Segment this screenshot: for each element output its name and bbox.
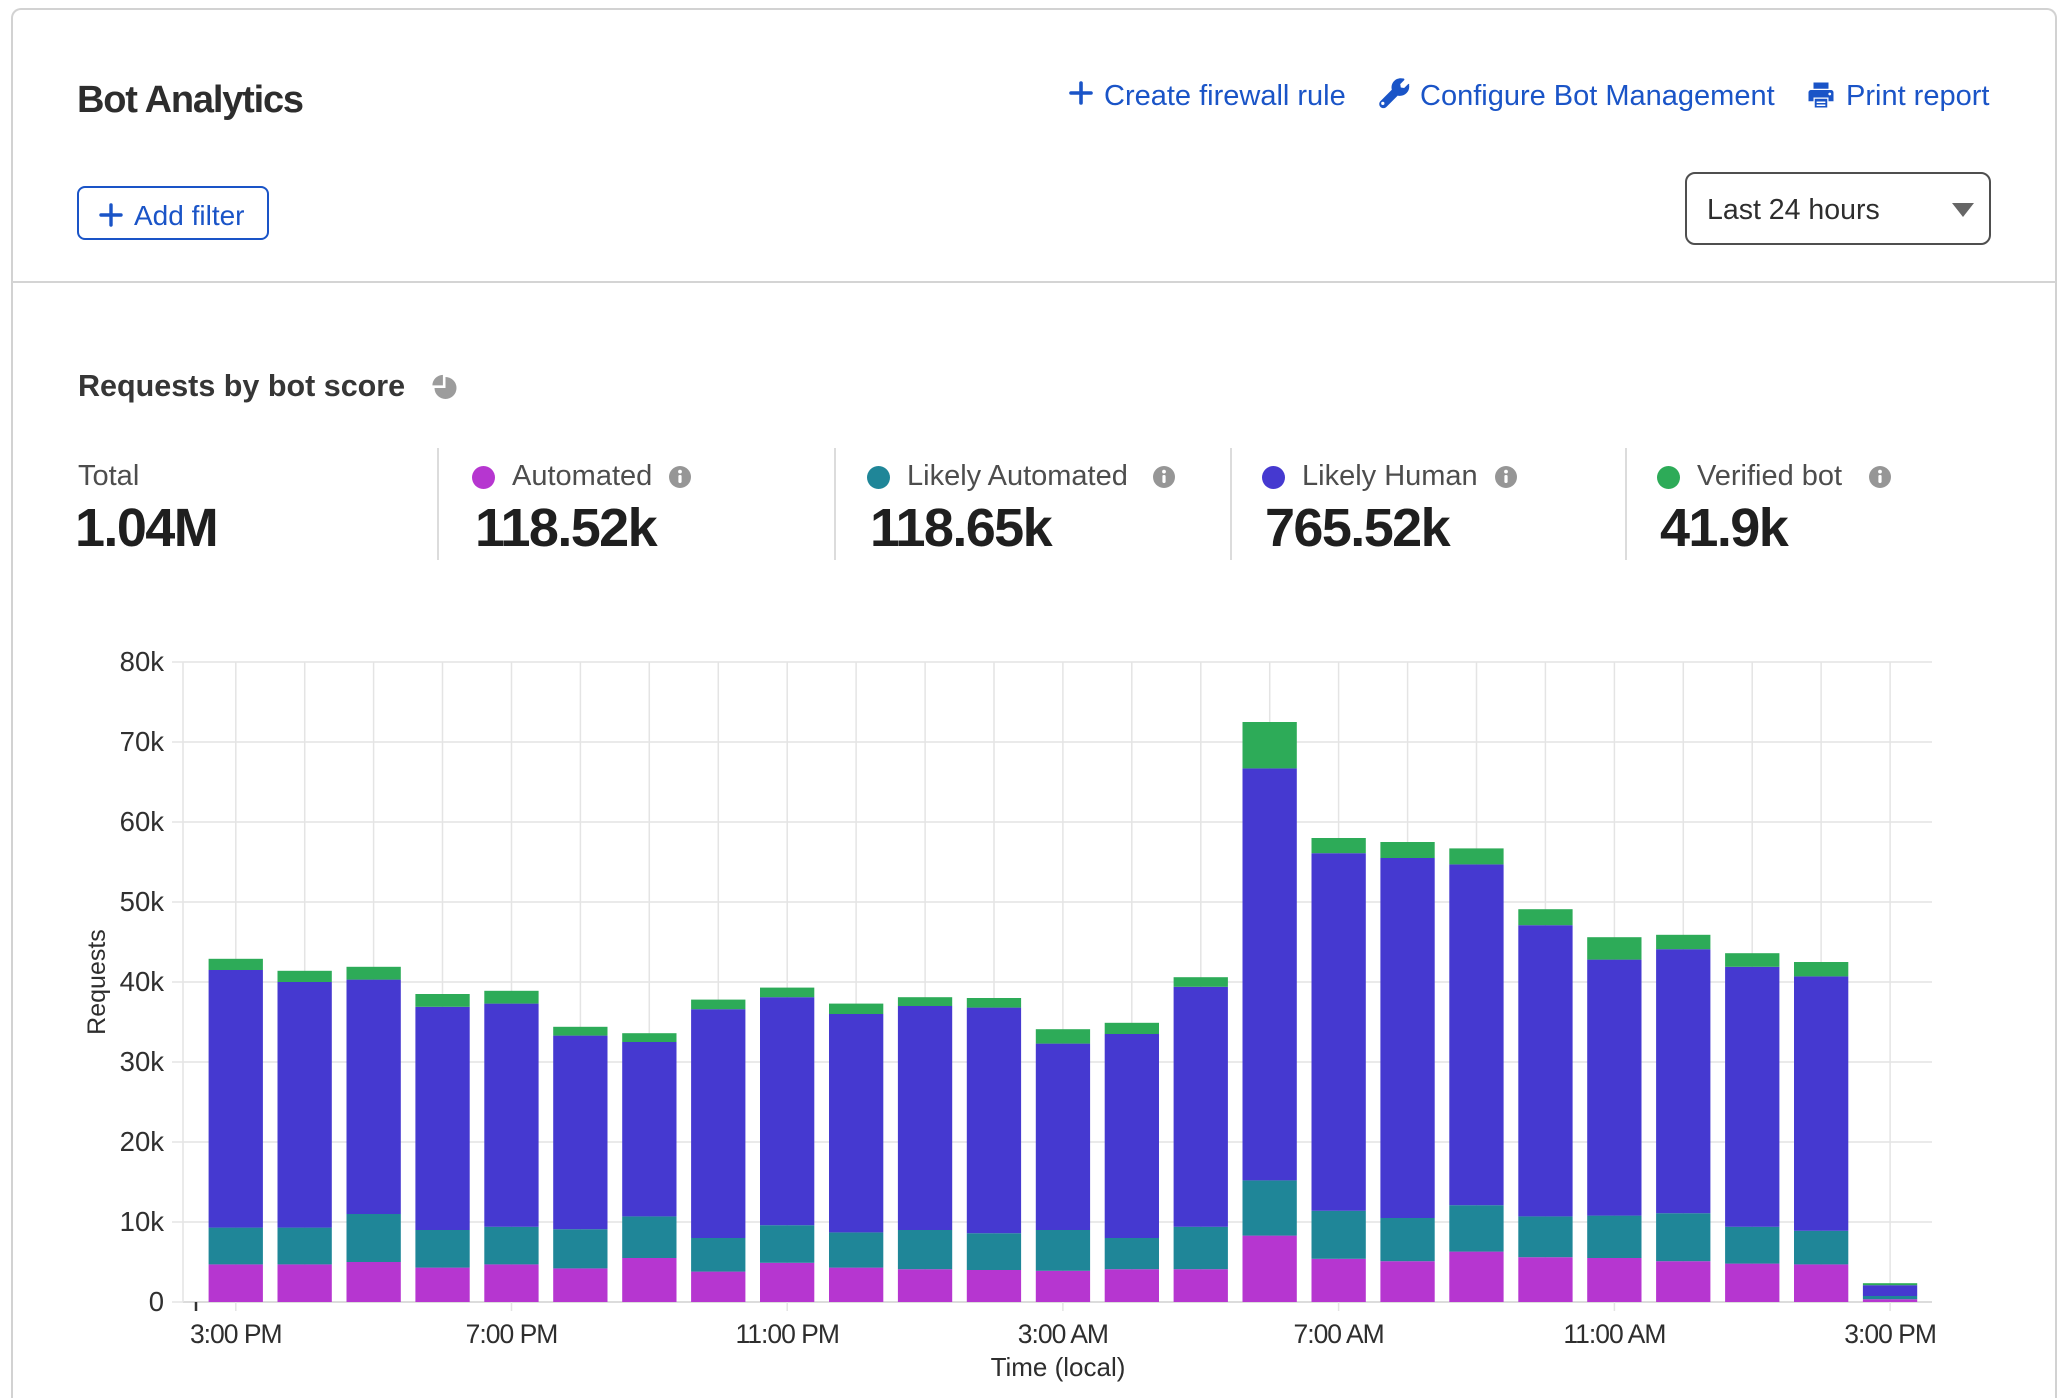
svg-text:60k: 60k bbox=[120, 806, 165, 837]
svg-text:70k: 70k bbox=[120, 726, 165, 757]
svg-text:3:00 PM: 3:00 PM bbox=[190, 1319, 282, 1349]
svg-text:40k: 40k bbox=[120, 966, 165, 997]
svg-text:80k: 80k bbox=[120, 646, 165, 677]
svg-text:Time (local): Time (local) bbox=[991, 1352, 1126, 1382]
svg-text:10k: 10k bbox=[120, 1206, 165, 1237]
svg-text:11:00 AM: 11:00 AM bbox=[1563, 1319, 1665, 1349]
svg-text:3:00 PM: 3:00 PM bbox=[1844, 1319, 1936, 1349]
svg-text:20k: 20k bbox=[120, 1126, 165, 1157]
svg-text:7:00 PM: 7:00 PM bbox=[466, 1319, 558, 1349]
svg-text:3:00 AM: 3:00 AM bbox=[1018, 1319, 1108, 1349]
svg-text:50k: 50k bbox=[120, 886, 165, 917]
svg-text:Requests: Requests bbox=[83, 929, 111, 1035]
svg-text:30k: 30k bbox=[120, 1046, 165, 1077]
svg-text:0: 0 bbox=[149, 1286, 164, 1317]
svg-text:11:00 PM: 11:00 PM bbox=[735, 1319, 838, 1349]
svg-text:7:00 AM: 7:00 AM bbox=[1293, 1319, 1383, 1349]
